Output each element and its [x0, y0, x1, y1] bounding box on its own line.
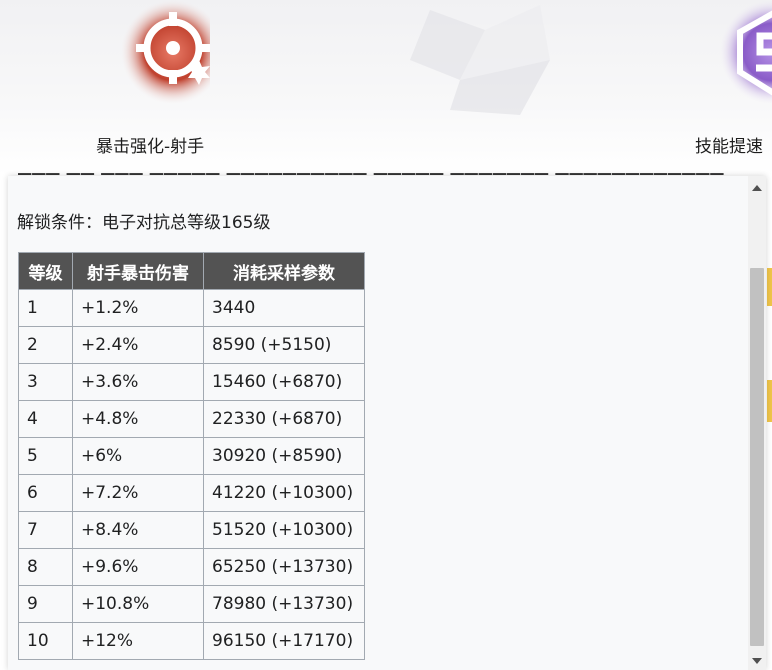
cell-level: 10 — [18, 622, 73, 660]
column-header-level: 等级 — [18, 252, 73, 290]
scroll-up-icon[interactable] — [752, 185, 762, 191]
cell-level: 5 — [18, 437, 73, 475]
cell-crit-damage: +10.8% — [72, 585, 204, 623]
table-row: 8 +9.6% 65250 (+13730) — [18, 548, 365, 586]
table-row: 10 +12% 96150 (+17170) — [18, 622, 365, 660]
table-row: 6 +7.2% 41220 (+10300) — [18, 474, 365, 512]
table-row: 3 +3.6% 15460 (+6870) — [18, 363, 365, 401]
table-row: 4 +4.8% 22330 (+6870) — [18, 400, 365, 438]
cell-level: 2 — [18, 326, 73, 364]
cell-crit-damage: +9.6% — [72, 548, 204, 586]
page-fragment — [767, 380, 772, 422]
skill-card-crit[interactable]: 暴击强化-射手 — [80, 0, 230, 157]
cell-level: 1 — [18, 289, 73, 327]
skill-label-crit: 暴击强化-射手 — [96, 137, 205, 157]
cell-cost: 22330 (+6870) — [203, 400, 365, 438]
scrollbar-thumb[interactable] — [750, 268, 764, 646]
cell-cost: 15460 (+6870) — [203, 363, 365, 401]
skill-detail-popup: 解锁条件：电子对抗总等级165级 等级 射手暴击伤害 消耗采样参数 1 +1.2… — [8, 176, 766, 670]
background-page: 暴击强化-射手 技能提速 ▆▆▆ ▆▆ ▆▆▆ ▆▆▆▆▆ ▆▆▆▆▆▆▆▆▆▆… — [0, 0, 772, 175]
cell-cost: 51520 (+10300) — [203, 511, 365, 549]
cell-cost: 78980 (+13730) — [203, 585, 365, 623]
table-row: 9 +10.8% 78980 (+13730) — [18, 585, 365, 623]
skill-card-speed[interactable]: 技能提速 — [680, 0, 772, 157]
cell-crit-damage: +4.8% — [72, 400, 204, 438]
cell-cost: 65250 (+13730) — [203, 548, 365, 586]
cell-cost: 96150 (+17170) — [203, 622, 365, 660]
scroll-down-icon[interactable] — [752, 658, 762, 664]
cell-crit-damage: +8.4% — [72, 511, 204, 549]
cell-crit-damage: +12% — [72, 622, 204, 660]
cell-level: 4 — [18, 400, 73, 438]
table-row: 7 +8.4% 51520 (+10300) — [18, 511, 365, 549]
column-header-cost: 消耗采样参数 — [203, 252, 365, 290]
crit-target-icon — [100, 0, 225, 110]
table-row: 2 +2.4% 8590 (+5150) — [18, 326, 365, 364]
speed-s-icon — [700, 0, 772, 110]
popup-content: 解锁条件：电子对抗总等级165级 等级 射手暴击伤害 消耗采样参数 1 +1.2… — [8, 176, 748, 670]
cell-cost: 30920 (+8590) — [203, 437, 365, 475]
cell-crit-damage: +7.2% — [72, 474, 204, 512]
table-row: 5 +6% 30920 (+8590) — [18, 437, 365, 475]
cell-level: 7 — [18, 511, 73, 549]
cell-level: 6 — [18, 474, 73, 512]
page-fragment — [767, 268, 772, 306]
cell-crit-damage: +6% — [72, 437, 204, 475]
cell-level: 9 — [18, 585, 73, 623]
obscured-description: ▆▆▆ ▆▆ ▆▆▆ ▆▆▆▆▆ ▆▆▆▆▆▆▆▆▆▆ ▆▆▆▆▆ ▆▆▆▆▆▆… — [18, 160, 728, 175]
cell-level: 3 — [18, 363, 73, 401]
cell-cost: 3440 — [203, 289, 365, 327]
table-row: 1 +1.2% 3440 — [18, 289, 365, 327]
cell-crit-damage: +1.2% — [72, 289, 204, 327]
table-header-row: 等级 射手暴击伤害 消耗采样参数 — [18, 252, 365, 290]
column-header-crit-damage: 射手暴击伤害 — [72, 252, 204, 290]
cell-crit-damage: +3.6% — [72, 363, 204, 401]
skill-label-speed: 技能提速 — [695, 137, 763, 157]
level-table: 等级 射手暴击伤害 消耗采样参数 1 +1.2% 3440 2 +2.4% 85… — [18, 252, 365, 660]
background-decoration — [410, 5, 550, 115]
cell-cost: 41220 (+10300) — [203, 474, 365, 512]
unlock-condition: 解锁条件：电子对抗总等级165级 — [17, 213, 271, 233]
cell-level: 8 — [18, 548, 73, 586]
cell-cost: 8590 (+5150) — [203, 326, 365, 364]
cell-crit-damage: +2.4% — [72, 326, 204, 364]
vertical-scrollbar[interactable] — [748, 176, 766, 670]
